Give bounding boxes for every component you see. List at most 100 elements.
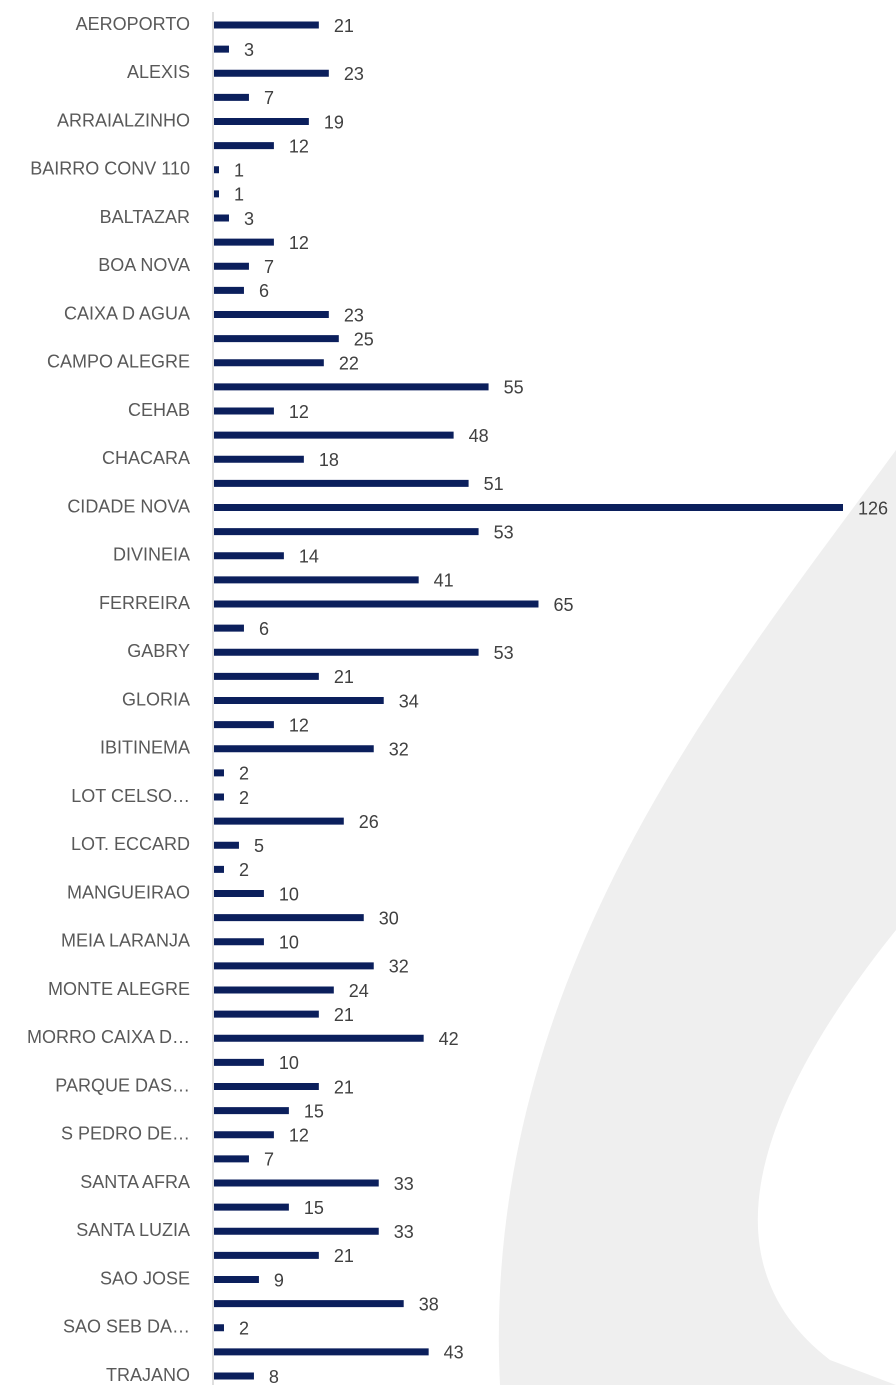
bar [214,166,219,174]
value-label: 26 [359,812,379,832]
bar [214,600,539,608]
value-label: 9 [274,1270,284,1290]
bar [214,721,274,729]
bar [214,817,344,825]
value-label: 126 [858,498,888,518]
bar [214,1203,289,1211]
value-label: 2 [239,788,249,808]
value-label: 6 [259,281,269,301]
value-label: 10 [279,884,299,904]
value-label: 12 [289,136,309,156]
bar [214,528,479,536]
bar [214,45,229,53]
bar [214,383,489,391]
value-label: 3 [244,209,254,229]
category-label: S PEDRO DE… [61,1124,190,1144]
value-label: 7 [264,88,274,108]
category-label: GLORIA [122,689,190,709]
value-label: 15 [304,1198,324,1218]
bar [214,914,364,922]
bar [214,118,309,125]
bar [214,407,274,415]
bar [214,962,374,970]
category-label: GABRY [127,641,190,661]
category-label: CEHAB [128,400,190,420]
category-label: SAO JOSE [100,1268,190,1288]
bar [214,865,224,873]
bar [214,1107,289,1115]
bar [214,938,264,946]
category-label: BOA NOVA [98,255,190,275]
value-label: 8 [269,1367,279,1385]
value-label: 21 [334,1077,354,1097]
value-label: 55 [504,378,524,398]
category-label: AEROPORTO [76,14,190,34]
bar [214,1227,379,1235]
value-label: 1 [234,185,244,205]
category-label: MONTE ALEGRE [48,979,190,999]
value-label: 7 [264,257,274,277]
bar [214,431,454,439]
value-label: 10 [279,1053,299,1073]
bar [214,359,324,367]
value-label: 10 [279,933,299,953]
value-label: 2 [239,1319,249,1339]
value-label: 21 [334,16,354,36]
value-label: 32 [389,957,409,977]
value-label: 38 [419,1294,439,1314]
bar [214,1034,424,1042]
value-label: 51 [484,474,504,494]
bar [214,1155,249,1163]
value-label: 24 [349,981,369,1001]
value-label: 6 [259,619,269,639]
category-label: MANGUEIRAO [67,882,190,902]
value-label: 23 [344,64,364,84]
category-label: MORRO CAIXA D… [27,1027,190,1047]
bar [214,1276,259,1283]
value-label: 53 [494,522,514,542]
value-label: 53 [494,643,514,663]
category-label: SANTA AFRA [80,1172,190,1192]
bar [214,479,469,487]
bar [214,93,249,101]
bar [214,455,304,463]
bar [214,504,843,511]
bar [214,576,419,584]
category-label: CHACARA [102,448,190,468]
bar [214,890,264,897]
bar [214,1372,254,1380]
value-label: 12 [289,233,309,253]
category-label: CAMPO ALEGRE [47,352,190,372]
value-label: 32 [389,740,409,760]
value-label: 5 [254,836,264,856]
bar [214,286,244,294]
value-label: 42 [439,1029,459,1049]
value-label: 12 [289,402,309,422]
bar [214,1058,264,1066]
value-label: 1 [234,161,244,181]
bar [214,1300,404,1308]
value-label: 23 [344,305,364,325]
bar [214,311,329,318]
bar [214,648,479,656]
value-label: 21 [334,1246,354,1266]
bar [214,552,284,560]
bar [214,1010,319,1018]
value-label: 12 [289,715,309,735]
bar [214,1131,274,1139]
bar [214,1348,429,1356]
bar [214,769,224,777]
bar [214,190,219,198]
category-label: LOT CELSO… [71,786,190,806]
value-label: 19 [324,112,344,132]
value-label: 33 [394,1174,414,1194]
value-label: 3 [244,40,254,60]
category-label: CIDADE NOVA [67,496,190,516]
value-label: 48 [469,426,489,446]
value-label: 33 [394,1222,414,1242]
category-label: IBITINEMA [100,738,190,758]
bar [214,1083,319,1090]
category-label: SANTA LUZIA [76,1220,190,1240]
value-label: 25 [354,329,374,349]
